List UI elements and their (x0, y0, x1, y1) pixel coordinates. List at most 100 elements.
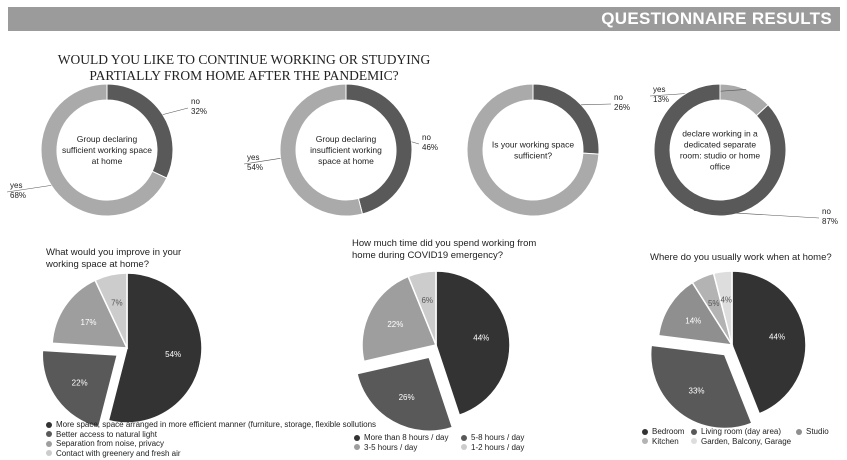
data-label-category: no (822, 207, 831, 216)
data-label-value: 22% (72, 378, 88, 387)
data-label-category: no (191, 97, 200, 106)
legend-label: Contact with greenery and fresh air (56, 448, 181, 458)
pie-slice (356, 356, 454, 432)
legend-label: 1-2 hours / day (471, 442, 525, 452)
data-label-value: 6% (421, 296, 433, 305)
legend-item: More space, space arranged in more effic… (46, 420, 376, 430)
legend-swatch (46, 431, 52, 438)
pie-slice (361, 275, 438, 363)
data-label-value: 22% (387, 320, 403, 329)
data-label-value: 26% (614, 103, 630, 112)
data-label-category: yes (247, 153, 259, 162)
donut-segment-yes (466, 83, 600, 217)
legend-swatch (691, 438, 697, 445)
donut-center-text: room: studio or home (680, 151, 761, 161)
banner-title: QUESTIONNAIRE RESULTS (601, 9, 832, 28)
legend-label: Garden, Balcony, Garage (701, 436, 792, 446)
donut-center-text: Group declaring (77, 134, 138, 144)
legend-item: 5-8 hours / day (461, 433, 524, 443)
pie-slice (649, 344, 753, 430)
leader-line (162, 107, 189, 115)
legend-swatch (642, 438, 648, 445)
donut-center-text: sufficient? (514, 151, 552, 161)
donut-segment-no (653, 83, 787, 217)
legend-row: Kitchen Garden, Balcony, Garage (642, 437, 842, 447)
data-label-value: 17% (81, 318, 97, 327)
legend-row: 3-5 hours / day 1-2 hours / day (354, 443, 574, 453)
legend-label: 5-8 hours / day (471, 433, 525, 442)
legend-label: More than 8 hours / day (364, 433, 449, 442)
legend-label: More space, space arranged in more effic… (56, 420, 377, 429)
pie-slice (51, 279, 129, 349)
data-label-value: 5% (708, 299, 720, 308)
legend-item: Living room (day area) (691, 427, 787, 437)
legend-where: Bedroom Living room (day area) Studio Ki… (642, 427, 842, 446)
data-label-value: 46% (422, 143, 438, 152)
chart-title-improve: What would you improve in your working s… (46, 247, 182, 270)
pie-slice (712, 270, 733, 346)
legend-swatch (461, 444, 467, 451)
legend-item: Kitchen (642, 437, 682, 447)
leader-line (693, 210, 820, 219)
legend-label: 3-5 hours / day (364, 442, 418, 452)
data-label-value: 14% (685, 316, 701, 325)
donut-center-text: space at home (318, 156, 374, 166)
data-label-value: 26% (399, 393, 415, 402)
legend-swatch (642, 428, 648, 435)
legend-label: Separation from noise, privacy (56, 439, 165, 448)
legend-item: Separation from noise, privacy (46, 439, 346, 449)
pie-slice (41, 349, 119, 429)
legend-swatch (354, 444, 360, 451)
data-label-value: 33% (689, 387, 705, 396)
legend-swatch (691, 428, 697, 435)
legend-label: Kitchen (652, 436, 679, 446)
legend-item: 3-5 hours / day (354, 443, 452, 453)
legend-swatch (46, 421, 52, 428)
legend-time: More than 8 hours / day 5-8 hours / day … (354, 433, 574, 452)
donut-segment-yes (279, 83, 364, 217)
data-label-value: 4% (720, 295, 732, 304)
donut-center-text: insufficient working (310, 145, 382, 155)
pie-slice (731, 270, 807, 415)
legend-swatch (461, 434, 467, 441)
data-label-value: 44% (769, 332, 785, 341)
legend-row: More than 8 hours / day 5-8 hours / day (354, 433, 574, 443)
legend-label: Studio (806, 427, 829, 436)
legend-item: Better access to natural light (46, 430, 346, 440)
pie-slice (107, 272, 203, 424)
legend-swatch (46, 450, 52, 457)
donut-center-text: dedicated separate (684, 140, 757, 150)
legend-item: Contact with greenery and fresh air (46, 449, 346, 459)
donut-center-text: Group declaring (316, 134, 377, 144)
data-label-value: 68% (10, 191, 26, 200)
pie-slice (94, 272, 128, 349)
donut-center-text: sufficient working space (62, 145, 152, 155)
legend-swatch (354, 434, 360, 441)
leader-line (243, 157, 281, 165)
pie-slice (407, 270, 437, 346)
data-label-value: 32% (191, 107, 207, 116)
legend-label: Bedroom (652, 427, 685, 436)
legend-item: Studio (796, 427, 829, 437)
donut-center-text: at home (92, 156, 123, 166)
legend-item: Garden, Balcony, Garage (691, 437, 791, 447)
data-label-value: 44% (473, 334, 489, 343)
leader-line (6, 185, 52, 193)
chart-title-where: Where do you usually work when at home? (650, 252, 832, 263)
pie-slice (435, 270, 511, 417)
legend-item: Bedroom (642, 427, 685, 437)
data-label-category: yes (10, 181, 22, 190)
legend-swatch (796, 428, 802, 435)
legend-improve: More space, space arranged in more effic… (46, 420, 376, 459)
legend-item: 1-2 hours / day (461, 443, 524, 453)
legend-label: Living room (day area) (701, 427, 782, 436)
donut-center-text: office (710, 162, 730, 172)
data-label-value: 54% (165, 350, 181, 359)
leader-line (581, 103, 612, 106)
main-question: WOULD YOU LIKE TO CONTINUE WORKING OR ST… (57, 52, 431, 83)
donut-segment-yes (40, 83, 168, 217)
data-label-category: no (422, 133, 431, 142)
data-label-value: 87% (822, 217, 838, 226)
legend-row: Bedroom Living room (day area) Studio (642, 427, 842, 437)
